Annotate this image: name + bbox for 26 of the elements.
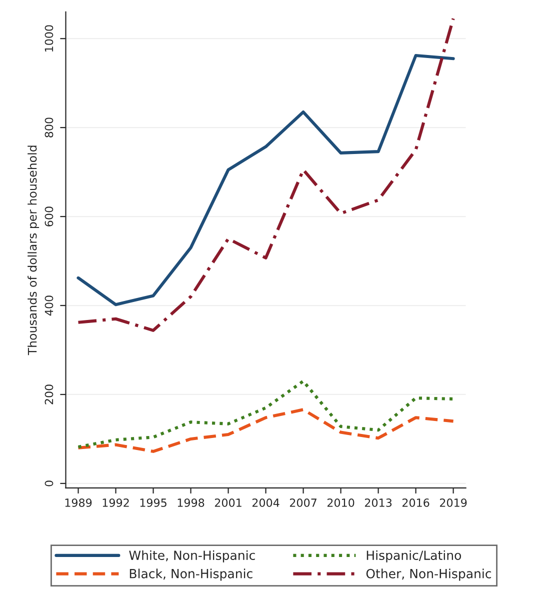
x-tick-label: 2016: [402, 498, 430, 507]
x-tick-label: 2013: [364, 498, 392, 507]
line-series: [76, 408, 455, 453]
y-tick-label: 600: [44, 206, 54, 226]
x-tick-label: 2007: [290, 498, 316, 507]
legend-label: Hispanic/Latino: [366, 550, 462, 562]
x-tick-label: 1989: [65, 498, 92, 507]
y-tick-label: 200: [44, 384, 54, 404]
x-tick-label: 2004: [252, 498, 280, 507]
x-tick-label: 1998: [178, 498, 204, 507]
y-tick-label: 1000: [44, 25, 54, 52]
legend-label: White, Non-Hispanic: [129, 550, 255, 562]
x-tick-label: 2019: [440, 498, 467, 507]
x-tick-label: 1992: [102, 498, 129, 507]
y-axis-title: Thousands of dollars per household: [28, 146, 40, 356]
line-series: [76, 54, 455, 306]
line-series: [76, 380, 455, 449]
y-tick-label: 800: [44, 118, 54, 138]
x-tick-label: 2001: [214, 498, 242, 507]
y-tick-label: 0: [44, 480, 54, 486]
x-tick-label: 1995: [140, 498, 166, 507]
line-series: [76, 17, 455, 332]
legend-label: Black, Non-Hispanic: [130, 568, 252, 581]
legend-label: Other, Non-Hispanic: [366, 568, 492, 581]
y-tick-label: 400: [44, 296, 54, 316]
x-tick-label: 2010: [327, 498, 354, 507]
